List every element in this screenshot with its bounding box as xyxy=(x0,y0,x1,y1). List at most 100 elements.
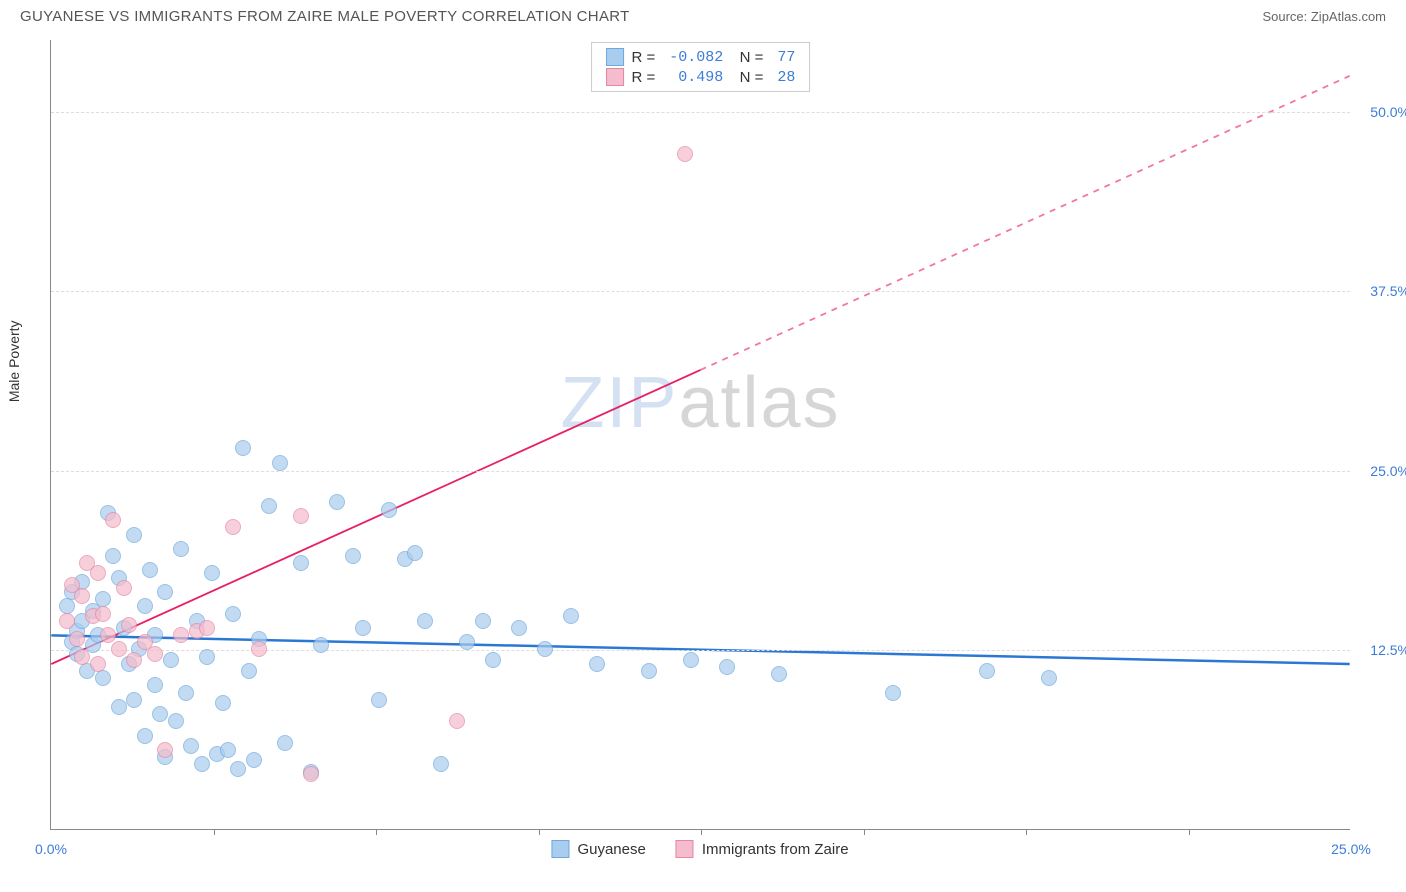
data-point xyxy=(677,146,693,162)
data-point xyxy=(121,617,137,633)
data-point xyxy=(407,545,423,561)
x-tick xyxy=(864,829,865,835)
data-point xyxy=(126,527,142,543)
data-point xyxy=(683,652,699,668)
stat-r-label: R = xyxy=(632,49,656,66)
data-point xyxy=(355,620,371,636)
legend-item: Immigrants from Zaire xyxy=(676,840,849,858)
data-point xyxy=(511,620,527,636)
y-tick-label: 37.5% xyxy=(1370,283,1406,299)
x-tick xyxy=(701,829,702,835)
data-point xyxy=(59,613,75,629)
y-tick-label: 25.0% xyxy=(1370,463,1406,479)
data-point xyxy=(69,631,85,647)
data-point xyxy=(173,541,189,557)
gridline xyxy=(51,650,1350,651)
data-point xyxy=(157,742,173,758)
data-point xyxy=(371,692,387,708)
data-point xyxy=(771,666,787,682)
data-point xyxy=(329,494,345,510)
data-point xyxy=(225,606,241,622)
y-tick-label: 12.5% xyxy=(1370,642,1406,658)
stat-r-value: -0.082 xyxy=(663,49,723,66)
data-point xyxy=(178,685,194,701)
legend-item: Guyanese xyxy=(551,840,645,858)
data-point xyxy=(204,565,220,581)
data-point xyxy=(449,713,465,729)
data-point xyxy=(272,455,288,471)
x-tick xyxy=(539,829,540,835)
data-point xyxy=(95,606,111,622)
data-point xyxy=(475,613,491,629)
data-point xyxy=(563,608,579,624)
data-point xyxy=(345,548,361,564)
data-point xyxy=(183,738,199,754)
gridline xyxy=(51,471,1350,472)
stats-row: R = -0.082 N = 77 xyxy=(606,47,796,67)
data-point xyxy=(147,677,163,693)
stat-r-label: R = xyxy=(632,69,656,86)
stat-n-label: N = xyxy=(731,69,763,86)
data-point xyxy=(173,627,189,643)
stat-n-value: 77 xyxy=(777,49,795,66)
legend-swatch xyxy=(676,840,694,858)
data-point xyxy=(459,634,475,650)
data-point xyxy=(90,565,106,581)
chart-source: Source: ZipAtlas.com xyxy=(1262,9,1386,24)
data-point xyxy=(537,641,553,657)
data-point xyxy=(142,562,158,578)
data-point xyxy=(225,519,241,535)
series-swatch xyxy=(606,48,624,66)
data-point xyxy=(111,699,127,715)
data-point xyxy=(116,580,132,596)
legend: Guyanese Immigrants from Zaire xyxy=(551,840,848,858)
x-tick-label: 0.0% xyxy=(35,841,67,857)
x-tick xyxy=(214,829,215,835)
legend-label: Guyanese xyxy=(577,841,645,858)
y-tick-label: 50.0% xyxy=(1370,104,1406,120)
data-point xyxy=(241,663,257,679)
gridline xyxy=(51,291,1350,292)
data-point xyxy=(417,613,433,629)
data-point xyxy=(126,652,142,668)
series-swatch xyxy=(606,68,624,86)
data-point xyxy=(105,512,121,528)
data-point xyxy=(433,756,449,772)
data-point xyxy=(105,548,121,564)
chart-area: Male Poverty ZIPatlas R =-0.082 N =77R =… xyxy=(50,40,1350,830)
data-point xyxy=(194,756,210,772)
data-point xyxy=(137,728,153,744)
stat-n-value: 28 xyxy=(777,69,795,86)
data-point xyxy=(293,508,309,524)
data-point xyxy=(719,659,735,675)
data-point xyxy=(641,663,657,679)
stat-n-label: N = xyxy=(731,49,763,66)
data-point xyxy=(246,752,262,768)
data-point xyxy=(589,656,605,672)
data-point xyxy=(168,713,184,729)
data-point xyxy=(74,588,90,604)
data-point xyxy=(90,656,106,672)
data-point xyxy=(95,670,111,686)
data-point xyxy=(381,502,397,518)
data-point xyxy=(152,706,168,722)
data-point xyxy=(485,652,501,668)
data-point xyxy=(126,692,142,708)
chart-header: GUYANESE VS IMMIGRANTS FROM ZAIRE MALE P… xyxy=(0,0,1406,29)
x-tick-label: 25.0% xyxy=(1331,841,1371,857)
data-point xyxy=(277,735,293,751)
data-point xyxy=(100,627,116,643)
data-point xyxy=(137,598,153,614)
data-point xyxy=(163,652,179,668)
data-point xyxy=(230,761,246,777)
data-point xyxy=(74,649,90,665)
data-point xyxy=(303,766,319,782)
data-point xyxy=(979,663,995,679)
data-point xyxy=(147,646,163,662)
chart-title: GUYANESE VS IMMIGRANTS FROM ZAIRE MALE P… xyxy=(20,8,630,25)
data-point xyxy=(261,498,277,514)
scatter-plot: ZIPatlas R =-0.082 N =77R =0.498 N =28 1… xyxy=(50,40,1350,830)
data-point xyxy=(1041,670,1057,686)
y-axis-label: Male Poverty xyxy=(6,320,22,402)
data-point xyxy=(235,440,251,456)
